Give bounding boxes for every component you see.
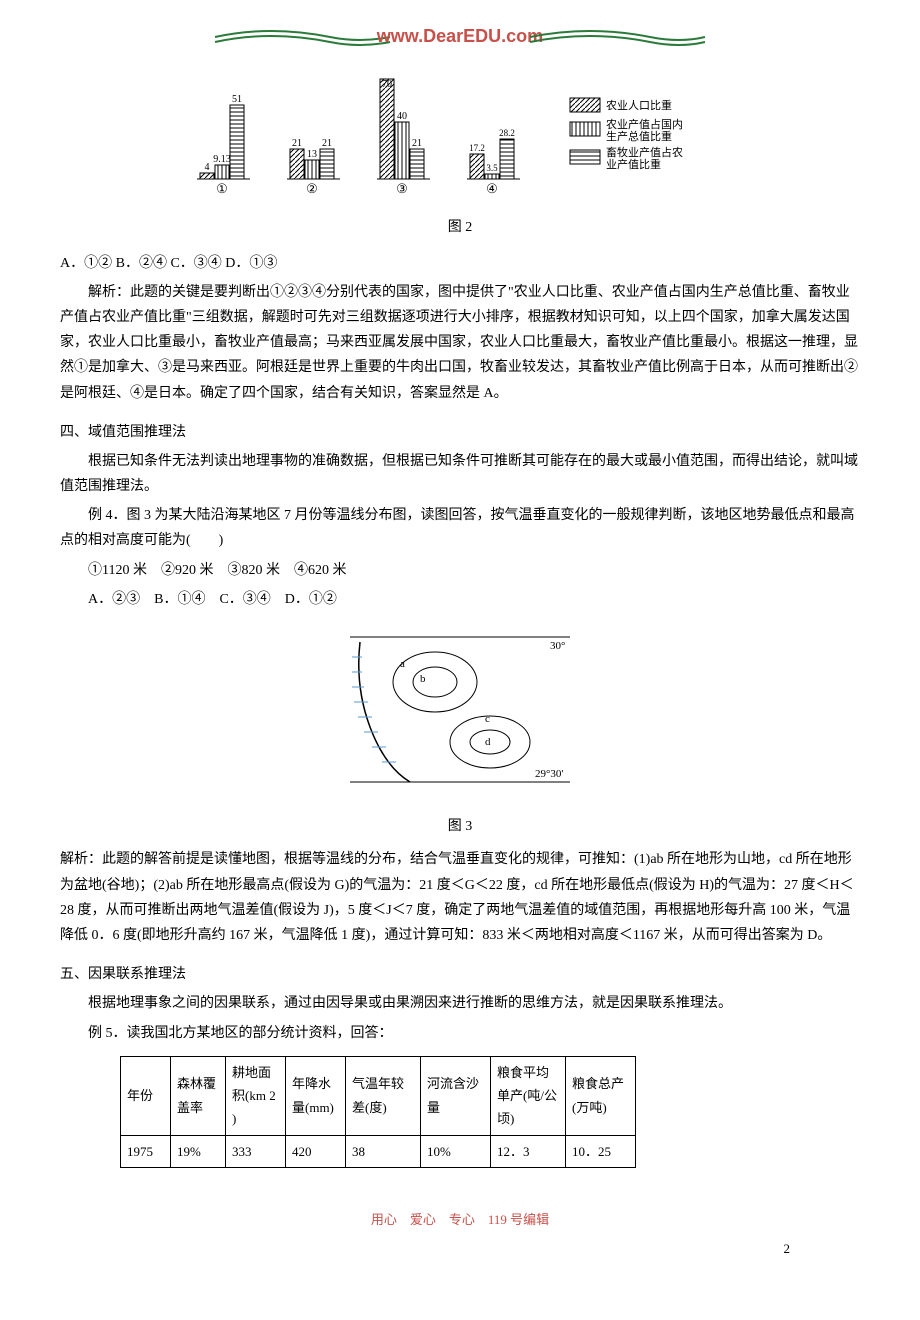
section4-intro: 根据已知条件无法判读出地理事物的准确数据，但根据已知条件可推断其可能存在的最大或… — [60, 449, 860, 499]
table-col-header: 粮食总产(万吨) — [566, 1056, 636, 1135]
svg-text:业产值比重: 业产值比重 — [606, 157, 661, 171]
table-row: 197519%3334203810%12．310．25 — [121, 1135, 636, 1167]
svg-text:畜牧业产值占农: 畜牧业产值占农 — [606, 145, 683, 159]
section4-title: 四、域值范围推理法 — [60, 420, 860, 445]
svg-text:51: 51 — [232, 94, 242, 105]
header-banner: www.DearEDU.com — [60, 20, 860, 63]
svg-text:④: ④ — [486, 181, 498, 196]
svg-text:d: d — [485, 736, 491, 748]
table-cell: 19% — [171, 1135, 226, 1167]
svg-text:③: ③ — [396, 181, 408, 196]
table-col-header: 粮食平均单产(吨/公顷) — [491, 1056, 566, 1135]
section4-example: 例 4．图 3 为某大陆沿海某地区 7 月份等温线分布图，读图回答，按气温垂直变… — [60, 503, 860, 553]
section5-intro: 根据地理事象之间的因果联系，通过由因导果或由果溯因来进行推断的思维方法，就是因果… — [60, 991, 860, 1016]
table-cell: 10．25 — [566, 1135, 636, 1167]
section4-options: A．②③ B．①④ C．③④ D．①② — [60, 587, 860, 612]
section5-example: 例 5．读我国北方某地区的部分统计资料，回答： — [60, 1021, 860, 1046]
q2-options: A．①② B．②④ C．③④ D．①③ — [60, 251, 860, 276]
fig3-container: 30° 29°30' a b c d 图 3 — [60, 627, 860, 839]
svg-text:①: ① — [216, 181, 228, 196]
svg-text:21: 21 — [412, 138, 422, 149]
svg-text:40: 40 — [397, 111, 407, 122]
table-col-header: 耕地面积(km 2 ) — [226, 1056, 286, 1135]
svg-text:b: b — [420, 673, 426, 685]
svg-text:农业人口比重: 农业人口比重 — [606, 98, 672, 112]
table-cell: 420 — [286, 1135, 346, 1167]
svg-text:4: 4 — [205, 162, 210, 173]
svg-text:农业产值占国内: 农业产值占国内 — [606, 117, 683, 131]
q2-analysis: 解析：此题的关键是要判断出①②③④分别代表的国家，图中提供了"农业人口比重、农业… — [60, 280, 860, 406]
table-cell: 333 — [226, 1135, 286, 1167]
table-col-header: 气温年较差(度) — [346, 1056, 421, 1135]
table-cell: 38 — [346, 1135, 421, 1167]
svg-text:②: ② — [306, 181, 318, 196]
section4-choices: ①1120 米 ②920 米 ③820 米 ④620 米 — [60, 558, 860, 583]
table-col-header: 森林覆盖率 — [171, 1056, 226, 1135]
table-header-row: 年份森林覆盖率耕地面积(km 2 )年降水量(mm)气温年较差(度)河流含沙量粮… — [121, 1056, 636, 1135]
chart2-container: 4 9.13 51 ① 21 13 21 ② 70 70 40 21 — [60, 78, 860, 240]
svg-text:17.2: 17.2 — [469, 143, 485, 153]
fig2-caption: 图 2 — [60, 215, 860, 240]
svg-text:13: 13 — [307, 149, 317, 160]
stats-table: 年份森林覆盖率耕地面积(km 2 )年降水量(mm)气温年较差(度)河流含沙量粮… — [120, 1056, 636, 1169]
section4-analysis: 解析：此题的解答前提是读懂地图，根据等温线的分布，结合气温垂直变化的规律，可推知… — [60, 847, 860, 948]
chart2-svg: 4 9.13 51 ① 21 13 21 ② 70 70 40 21 — [180, 78, 740, 198]
svg-text:21: 21 — [322, 138, 332, 149]
table-col-header: 年降水量(mm) — [286, 1056, 346, 1135]
footer-text: 用心 爱心 专心 119 号编辑 — [60, 1208, 860, 1231]
table-col-header: 河流含沙量 — [421, 1056, 491, 1135]
table-cell: 12．3 — [491, 1135, 566, 1167]
page-number: 2 — [784, 1237, 791, 1260]
svg-text:70: 70 — [382, 79, 392, 90]
table-cell: 10% — [421, 1135, 491, 1167]
svg-text:9.13: 9.13 — [213, 154, 231, 165]
table-col-header: 年份 — [121, 1056, 171, 1135]
svg-text:21: 21 — [292, 138, 302, 149]
svg-text:28.2: 28.2 — [499, 128, 515, 138]
section5-title: 五、因果联系推理法 — [60, 962, 860, 987]
svg-text:a: a — [400, 658, 405, 670]
svg-text:3.5: 3.5 — [486, 163, 498, 173]
banner-svg: www.DearEDU.com — [210, 20, 710, 54]
table-cell: 1975 — [121, 1135, 171, 1167]
fig3-caption: 图 3 — [60, 814, 860, 839]
svg-text:29°30': 29°30' — [535, 768, 563, 780]
svg-text:c: c — [485, 713, 490, 725]
svg-text:生产总值比重: 生产总值比重 — [606, 129, 672, 143]
fig3-svg: 30° 29°30' a b c d — [340, 627, 580, 797]
table-body: 197519%3334203810%12．310．25 — [121, 1135, 636, 1167]
svg-text:30°: 30° — [550, 640, 565, 652]
banner-url: www.DearEDU.com — [376, 26, 543, 46]
